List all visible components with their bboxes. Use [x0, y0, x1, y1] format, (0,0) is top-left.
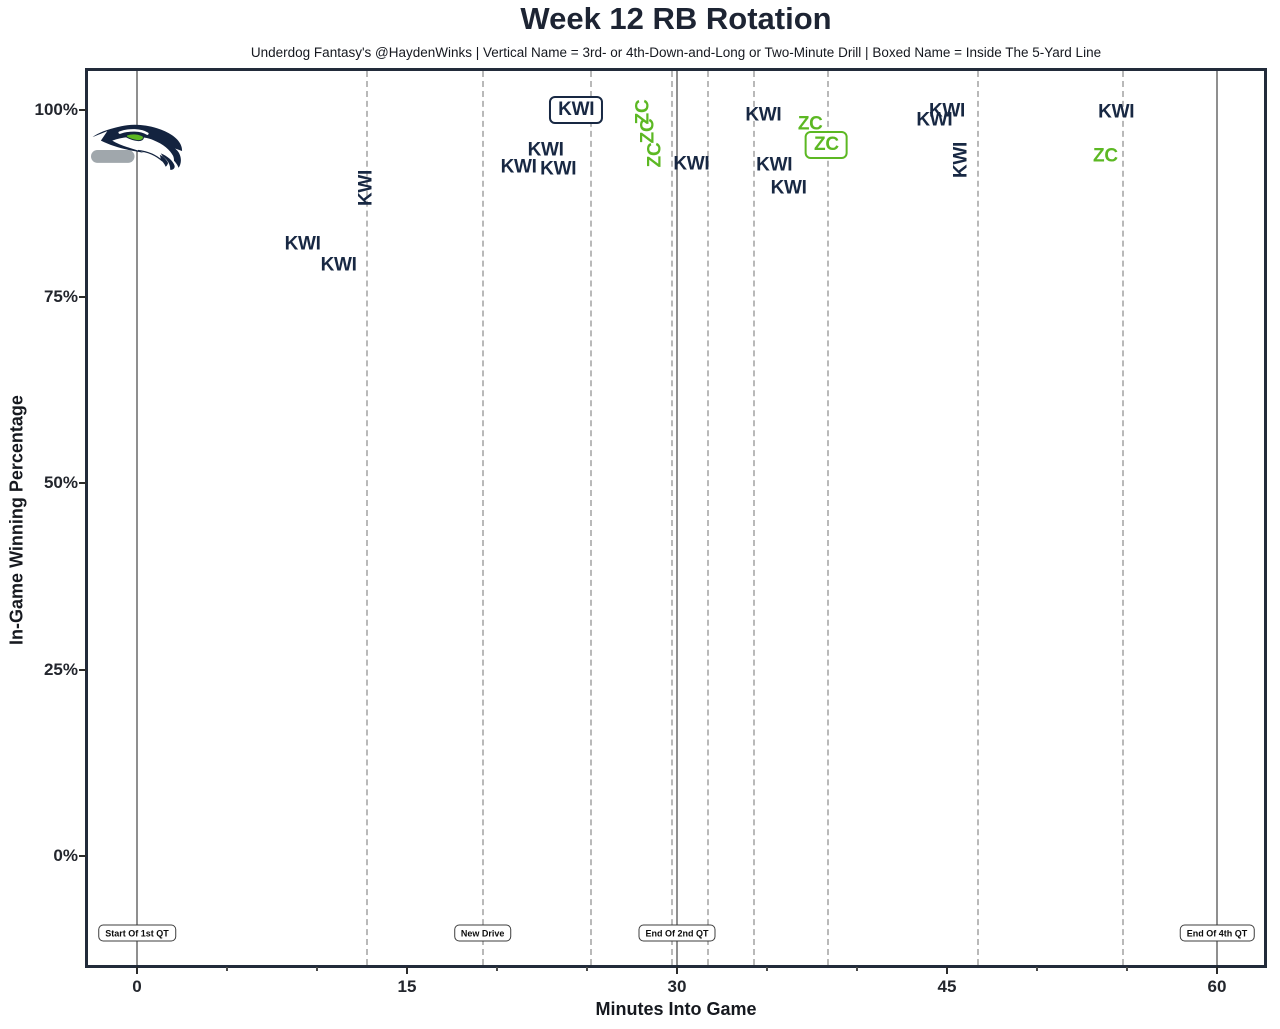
data-point-label: KWI [355, 170, 377, 207]
data-point-label: KWI [540, 158, 577, 180]
data-point-label: KWI [916, 109, 953, 131]
x-minor-tick-mark [586, 967, 588, 971]
y-tick-mark [79, 109, 86, 111]
event-label: Start Of 1st QT [98, 924, 176, 942]
new-drive-gridline [670, 71, 673, 965]
new-drive-gridline [1122, 71, 1125, 965]
plot-area: Start Of 1st QT End Of 2nd QT End Of 4th Q… [85, 68, 1267, 968]
x-tick-label: 0 [132, 977, 142, 996]
data-point-label: KWI [950, 141, 972, 178]
data-point-label: KWI [1098, 101, 1135, 123]
x-minor-tick-mark [1126, 967, 1128, 971]
new-drive-gridline [827, 71, 830, 965]
y-tick-mark [79, 295, 86, 298]
x-minor-tick-mark [1036, 967, 1038, 971]
data-point-label: ZC [797, 113, 823, 135]
quarter-gridline [136, 71, 138, 965]
data-point-label: KWI [745, 104, 782, 126]
y-tick-label: 100% [34, 100, 78, 119]
x-tick-label: 60 [1207, 977, 1227, 996]
data-point-label: KWI [928, 100, 966, 122]
y-tick-label: 75% [43, 286, 78, 306]
y-tick-label: 50% [43, 473, 78, 492]
new-drive-gridline [589, 71, 592, 965]
y-tick-label: 25% [43, 659, 78, 679]
x-tick-label: 30 [667, 977, 687, 996]
data-point-label: KWI [770, 177, 807, 199]
y-tick-mark [79, 855, 86, 857]
data-point-label: ZC [637, 118, 659, 144]
y-tick-mark [79, 482, 86, 484]
event-label: New Drive [453, 924, 512, 942]
x-minor-tick-mark [856, 967, 858, 971]
x-minor-tick-mark [766, 967, 768, 971]
y-tick-mark [79, 668, 86, 671]
x-minor-tick-mark [496, 967, 498, 971]
x-tick-mark [676, 967, 678, 974]
x-tick-label: 15 [397, 977, 417, 996]
data-point-label: KWI [320, 254, 357, 276]
x-tick-mark [1216, 967, 1218, 974]
event-label: End Of 4th QT [1179, 924, 1255, 942]
data-point-label: ZC [644, 142, 666, 168]
data-point-label: KWI [756, 154, 793, 176]
new-drive-gridline [976, 71, 979, 965]
x-minor-tick-mark [226, 967, 228, 971]
seahawks-logo-icon [90, 122, 184, 173]
quarter-gridline [1216, 71, 1218, 965]
x-tick-mark [406, 967, 408, 974]
y-axis-title: In-Game Winning Percentage [6, 395, 27, 645]
chart-title: Week 12 RB Rotation [520, 1, 832, 36]
x-tick-mark [946, 967, 948, 974]
chart-subtitle: Underdog Fantasy's @HaydenWinks | Vertic… [250, 45, 1102, 60]
data-point-label: KWI [284, 233, 321, 255]
x-tick-mark [136, 967, 138, 974]
x-tick-label: 45 [937, 977, 957, 996]
quarter-gridline [676, 71, 678, 965]
new-drive-gridline [366, 71, 369, 965]
data-point-label: ZC [1093, 145, 1118, 167]
x-axis-title: Minutes Into Game [595, 999, 757, 1019]
y-tick-label: 0% [53, 846, 78, 865]
data-point-label: ZC [805, 131, 848, 160]
event-label: End Of 2nd QT [638, 924, 716, 942]
data-point-label: KWI [527, 139, 564, 161]
data-point-label: KWI [673, 153, 710, 175]
data-point-label: KWI [500, 156, 537, 178]
new-drive-gridline [753, 71, 756, 965]
new-drive-gridline [706, 71, 709, 965]
new-drive-gridline [481, 71, 484, 965]
data-point-label: KWI [549, 96, 604, 124]
x-minor-tick-mark [316, 967, 318, 971]
